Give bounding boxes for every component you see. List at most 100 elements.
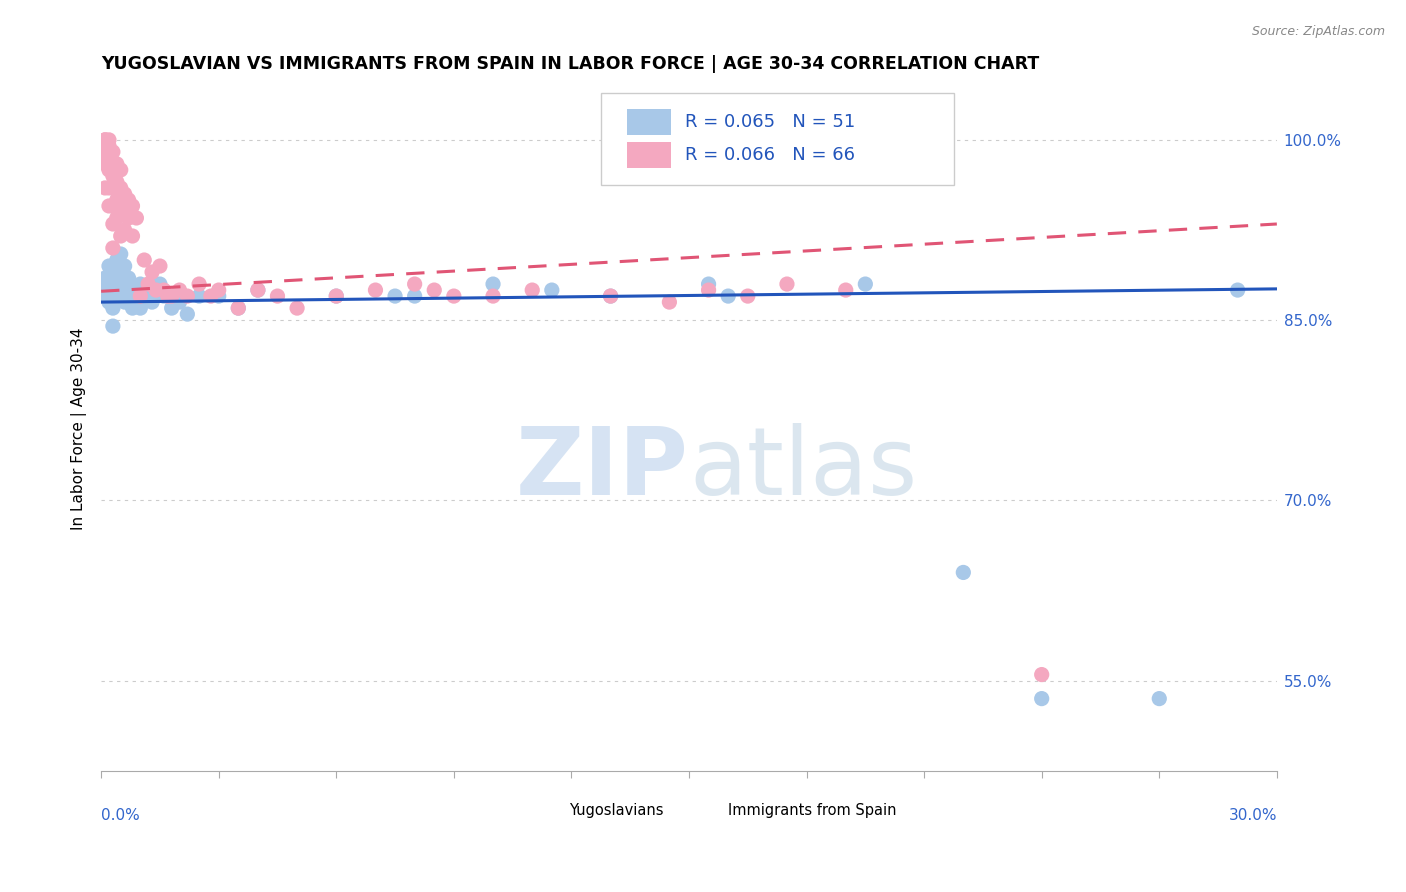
Point (101, 265, 124, 279)
Point (114, 223, 136, 237)
Point (101, 169, 124, 183)
Point (1149, 691, 1171, 706)
Point (114, 259, 136, 273)
Point (129, 277, 152, 291)
Point (737, 289, 759, 303)
Point (1226, 283, 1249, 297)
Point (404, 289, 426, 303)
Y-axis label: In Labor Force | Age 30-34: In Labor Force | Age 30-34 (72, 327, 87, 530)
Point (110, 181, 132, 195)
Point (717, 289, 740, 303)
Point (125, 211, 148, 225)
Bar (536, 802, 562, 819)
Point (121, 229, 143, 244)
Point (599, 289, 621, 303)
Point (776, 277, 799, 291)
Point (129, 289, 152, 303)
Point (169, 283, 191, 297)
Point (1031, 667, 1053, 681)
Point (101, 199, 124, 213)
Point (208, 289, 231, 303)
Point (94, 289, 117, 303)
Point (835, 283, 858, 297)
Point (121, 301, 143, 315)
Point (200, 289, 222, 303)
Point (110, 229, 132, 244)
Point (94, 133, 117, 147)
Point (125, 289, 148, 303)
Point (114, 295, 136, 310)
Point (208, 283, 231, 297)
Point (98, 199, 121, 213)
Point (110, 247, 132, 261)
Text: R = 0.066   N = 66: R = 0.066 N = 66 (686, 146, 855, 164)
Point (121, 199, 143, 213)
Point (1031, 691, 1053, 706)
Point (129, 301, 152, 315)
Point (101, 145, 124, 159)
Point (188, 289, 211, 303)
Point (94, 283, 117, 297)
Point (134, 253, 156, 268)
Point (141, 295, 163, 310)
Bar (627, 109, 671, 135)
Point (101, 319, 124, 334)
Point (114, 186, 136, 201)
Point (145, 283, 167, 297)
Point (423, 283, 446, 297)
Point (156, 289, 179, 303)
Point (105, 271, 128, 285)
Point (364, 283, 387, 297)
Point (176, 307, 198, 321)
Point (98, 181, 121, 195)
Point (117, 193, 139, 207)
Point (149, 259, 172, 273)
Point (105, 175, 128, 189)
Text: 0.0%: 0.0% (101, 808, 139, 823)
Point (101, 181, 124, 195)
Point (443, 289, 465, 303)
Point (246, 283, 269, 297)
Point (285, 301, 308, 315)
Point (697, 283, 720, 297)
Point (98, 259, 121, 273)
Bar (627, 142, 671, 168)
Point (105, 193, 128, 207)
Point (153, 289, 176, 303)
Point (94, 157, 117, 171)
Text: YUGOSLAVIAN VS IMMIGRANTS FROM SPAIN IN LABOR FORCE | AGE 30-34 CORRELATION CHAR: YUGOSLAVIAN VS IMMIGRANTS FROM SPAIN IN … (101, 55, 1039, 73)
Point (98, 295, 121, 310)
Point (94, 271, 117, 285)
Point (101, 283, 124, 297)
Point (110, 265, 132, 279)
Point (105, 211, 128, 225)
Point (658, 295, 681, 310)
Point (98, 139, 121, 153)
Point (169, 295, 191, 310)
Point (482, 289, 505, 303)
Point (110, 283, 132, 297)
Point (160, 289, 183, 303)
Point (153, 283, 176, 297)
Point (105, 157, 128, 171)
Point (94, 181, 117, 195)
Point (98, 151, 121, 165)
Point (145, 289, 167, 303)
Point (149, 277, 172, 291)
Point (226, 301, 249, 315)
Point (697, 277, 720, 291)
Point (522, 283, 544, 297)
Text: Yugoslavians: Yugoslavians (569, 803, 664, 818)
FancyBboxPatch shape (600, 93, 953, 186)
Point (599, 289, 621, 303)
Point (117, 271, 139, 285)
Point (94, 145, 117, 159)
Point (114, 205, 136, 219)
Point (136, 283, 159, 297)
Point (136, 277, 159, 291)
Point (540, 283, 562, 297)
Point (160, 301, 183, 315)
Point (121, 283, 143, 297)
Point (384, 289, 406, 303)
Point (404, 277, 426, 291)
